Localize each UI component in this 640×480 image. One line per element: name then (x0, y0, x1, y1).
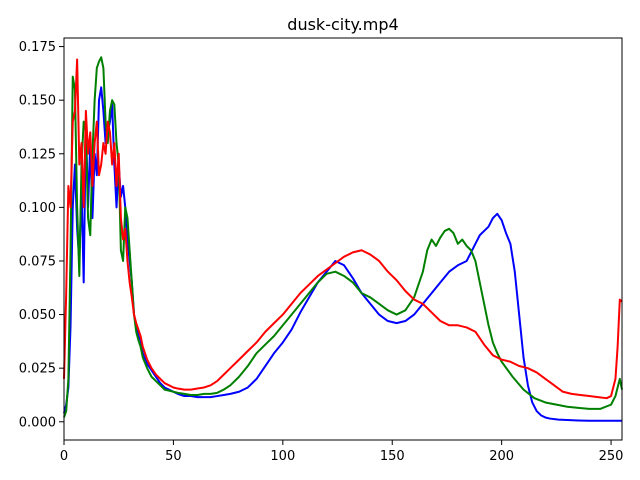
y-tick-label: 0.150 (19, 94, 56, 109)
y-tick-label: 0.125 (19, 147, 56, 162)
x-tick-label: 50 (165, 449, 182, 464)
series-line-1 (63, 86, 622, 422)
y-tick-label: 0.050 (19, 308, 56, 323)
series-line-3 (63, 58, 623, 400)
y-tick-label: 0.175 (19, 40, 56, 55)
chart-title: dusk-city.mp4 (287, 15, 398, 34)
x-tick-label: 100 (270, 449, 295, 464)
y-tick-label: 0.075 (19, 254, 56, 269)
x-tick-label: 0 (60, 449, 68, 464)
x-tick-label: 200 (489, 449, 514, 464)
series-line-2 (63, 56, 623, 418)
plot-frame (63, 37, 623, 441)
series-layer (63, 56, 623, 422)
y-axis: 0.000 0.025 0.050 0.075 0.100 0.125 0.150 0.175 (19, 40, 64, 430)
x-tick-label: 150 (380, 449, 405, 464)
y-tick-label: 0.100 (19, 201, 56, 216)
y-tick-label: 0.000 (19, 415, 56, 430)
y-tick-label: 0.025 (19, 362, 56, 377)
x-tick-label: 250 (599, 449, 624, 464)
x-axis: 0 50 100 150 200 250 (60, 440, 624, 464)
